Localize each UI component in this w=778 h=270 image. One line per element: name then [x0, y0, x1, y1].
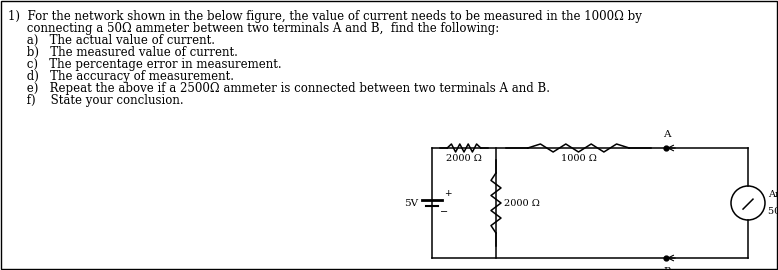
- Text: 2000 Ω: 2000 Ω: [446, 154, 482, 163]
- Text: 2000 Ω: 2000 Ω: [504, 198, 540, 208]
- Text: f)    State your conclusion.: f) State your conclusion.: [8, 94, 184, 107]
- Text: B: B: [663, 267, 671, 270]
- Text: a)   The actual value of current.: a) The actual value of current.: [8, 34, 215, 47]
- Text: d)   The accuracy of measurement.: d) The accuracy of measurement.: [8, 70, 234, 83]
- Text: +: +: [444, 189, 451, 198]
- Text: b)   The measured value of current.: b) The measured value of current.: [8, 46, 238, 59]
- Text: e)   Repeat the above if a 2500Ω ammeter is connected between two terminals A an: e) Repeat the above if a 2500Ω ammeter i…: [8, 82, 550, 95]
- Text: 1)  For the network shown in the below figure, the value of current needs to be : 1) For the network shown in the below fi…: [8, 10, 642, 23]
- Text: 50 Ω: 50 Ω: [768, 207, 778, 216]
- Text: c)   The percentage error in measurement.: c) The percentage error in measurement.: [8, 58, 282, 71]
- Text: A: A: [664, 130, 671, 139]
- Text: 1000 Ω: 1000 Ω: [561, 154, 597, 163]
- Text: −: −: [440, 208, 448, 217]
- Text: 5V: 5V: [404, 198, 418, 208]
- Text: Ammeter: Ammeter: [768, 190, 778, 199]
- Text: connecting a 50Ω ammeter between two terminals A and B,  find the following:: connecting a 50Ω ammeter between two ter…: [8, 22, 499, 35]
